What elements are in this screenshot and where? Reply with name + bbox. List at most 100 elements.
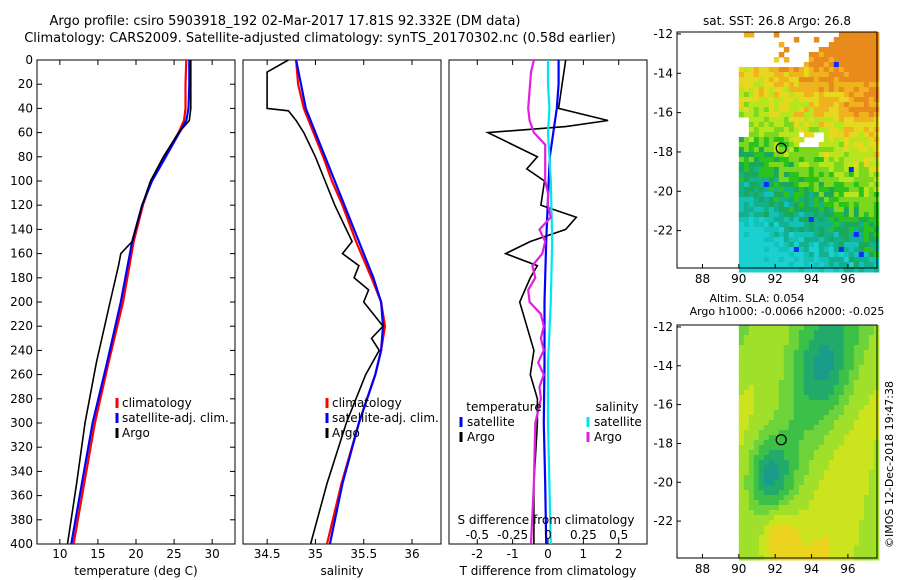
map-cell (848, 465, 855, 471)
map-cell (853, 162, 860, 168)
map-cell (858, 177, 865, 183)
map-cell (868, 440, 875, 446)
map-cell (823, 370, 830, 376)
legend-label: climatology (332, 396, 402, 410)
map-cell (838, 247, 845, 253)
map-cell (783, 67, 790, 73)
map-cell (783, 525, 790, 531)
map-cell (793, 520, 800, 526)
map-cell (828, 122, 835, 128)
map-cell (833, 162, 840, 168)
map-cell (813, 425, 820, 431)
map-cell (828, 162, 835, 168)
map-x-tick-label: 90 (731, 562, 746, 576)
map-cell (798, 67, 805, 73)
map-cell (793, 525, 800, 531)
depth-tick-label: 220 (10, 319, 33, 333)
map-cell (778, 197, 785, 203)
map-cell (863, 530, 870, 536)
map-cell (843, 197, 850, 203)
map-cell (768, 350, 775, 356)
map-cell (803, 247, 810, 253)
map-cell (788, 335, 795, 341)
map-cell (828, 187, 835, 193)
map-cell (828, 142, 835, 148)
map-cell (833, 360, 840, 366)
map-cell (843, 490, 850, 496)
x-tick-label: 35 (308, 547, 323, 561)
map-cell (783, 515, 790, 521)
map-cell (748, 77, 755, 83)
map-cell (848, 32, 855, 38)
map-cell (793, 515, 800, 521)
map-cell (823, 515, 830, 521)
map-cell (818, 495, 825, 501)
map-cell (748, 520, 755, 526)
map-cell (778, 460, 785, 466)
map-cell (823, 480, 830, 486)
map-cell (853, 242, 860, 248)
map-cell (848, 325, 855, 331)
map-cell (748, 192, 755, 198)
map-cell (848, 127, 855, 133)
map-cell (763, 350, 770, 356)
map-cell (833, 182, 840, 188)
map-cell (773, 445, 780, 451)
map-cell (828, 97, 835, 103)
map-cell (838, 192, 845, 198)
map-cell (853, 77, 860, 83)
map-cell (823, 400, 830, 406)
map-cell (823, 92, 830, 98)
depth-tick-label: 80 (18, 150, 33, 164)
map-cell (838, 177, 845, 183)
map-cell (803, 147, 810, 153)
series-line-argo (66, 60, 192, 545)
map-cell (738, 445, 745, 451)
map-cell (858, 495, 865, 501)
map-cell (813, 340, 820, 346)
map-cell (783, 252, 790, 258)
map-cell (843, 77, 850, 83)
map-cell (833, 510, 840, 516)
map-cell (833, 62, 840, 68)
map-cell (818, 525, 825, 531)
map-cell (868, 485, 875, 491)
map-cell (763, 262, 770, 268)
map-cell (808, 525, 815, 531)
map-cell (763, 365, 770, 371)
map-cell (853, 157, 860, 163)
map-cell (863, 62, 870, 68)
map-cell (848, 157, 855, 163)
map-cell (843, 415, 850, 421)
map-cell (748, 500, 755, 506)
credit-text: ©IMOS 12-Dec-2018 19:47:38 (883, 381, 896, 548)
map-cell (753, 370, 760, 376)
map-cell (748, 232, 755, 238)
map-cell (773, 495, 780, 501)
map-cell (823, 217, 830, 223)
map-cell (843, 545, 850, 551)
map-cell (758, 425, 765, 431)
map-cell (818, 122, 825, 128)
map-cell (833, 505, 840, 511)
map-cell (788, 470, 795, 476)
map-cell (838, 32, 845, 38)
map-cell (753, 450, 760, 456)
map-cell (833, 515, 840, 521)
map-cell (828, 137, 835, 143)
map-cell (738, 330, 745, 336)
map-cell (768, 232, 775, 238)
map-cell (773, 32, 780, 38)
map-cell (748, 32, 755, 38)
map-cell (853, 405, 860, 411)
map-cell (803, 360, 810, 366)
map-y-tick-label: -12 (653, 320, 673, 334)
map-cell (758, 485, 765, 491)
map-cell (838, 410, 845, 416)
map-x-tick-label: 94 (804, 272, 819, 286)
map-cell (798, 335, 805, 341)
map-cell (738, 455, 745, 461)
map-cell (793, 222, 800, 228)
map-cell (748, 227, 755, 233)
map-cell (768, 540, 775, 546)
